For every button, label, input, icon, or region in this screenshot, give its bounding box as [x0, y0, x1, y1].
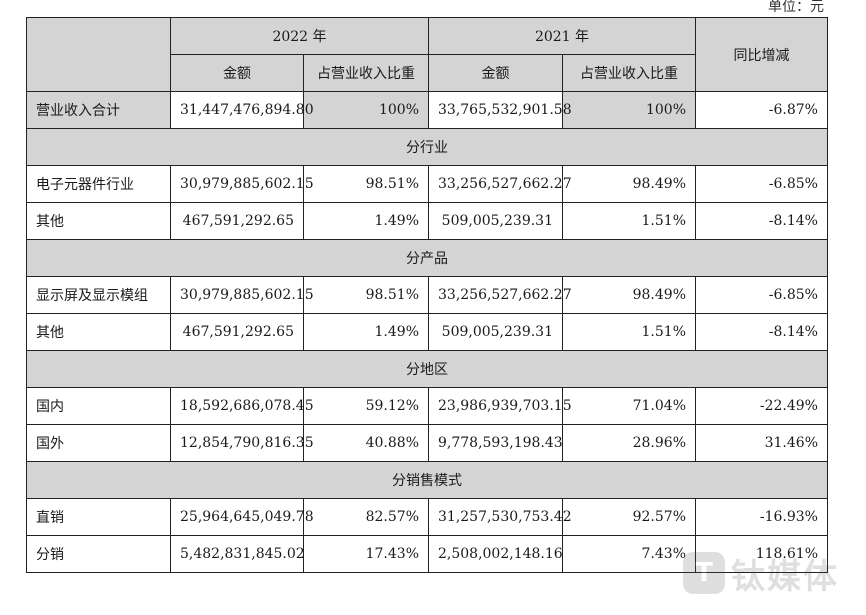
table-row: 直销 25,964,645,049.78 82.57% 31,257,530,7… [26, 498, 828, 536]
yoy: -22.49% [695, 387, 828, 425]
share-2021: 1.51% [562, 313, 696, 351]
share-2022: 98.51% [303, 165, 429, 203]
amount-2022: 18,592,686,078.45 [170, 387, 314, 425]
yoy: -8.14% [695, 202, 828, 240]
tmtpost-logo-icon: T [683, 552, 725, 594]
amount-2022: 31,447,476,894.80 [170, 91, 314, 129]
row-label: 分销 [26, 535, 171, 573]
share-2021: 92.57% [562, 498, 696, 536]
amount-2021: 31,257,530,753.42 [428, 498, 572, 536]
total-row: 营业收入合计 31,447,476,894.80 100% 33,765,532… [26, 91, 828, 129]
row-label: 直销 [26, 498, 171, 536]
amount-2021: 2,508,002,148.16 [428, 535, 563, 573]
header-blank [26, 17, 171, 92]
section-title: 分地区 [26, 350, 828, 388]
table-row: 其他 467,591,292.65 1.49% 509,005,239.31 1… [26, 202, 828, 240]
share-2022: 82.57% [303, 498, 429, 536]
amount-2021: 23,986,939,703.15 [428, 387, 572, 425]
header-amount-2021: 金额 [428, 54, 563, 92]
table-row: 显示屏及显示模组 30,979,885,602.15 98.51% 33,256… [26, 276, 828, 314]
amount-2021: 509,005,239.31 [428, 313, 563, 351]
share-2022: 17.43% [303, 535, 429, 573]
amount-2021: 9,778,593,198.43 [428, 424, 563, 462]
amount-2022: 5,482,831,845.02 [170, 535, 305, 573]
amount-2022: 30,979,885,602.15 [170, 276, 314, 314]
share-2021: 1.51% [562, 202, 696, 240]
yoy: 31.46% [695, 424, 828, 462]
amount-2021: 33,256,527,662.27 [428, 165, 572, 203]
share-2022: 40.88% [303, 424, 429, 462]
header-2022: 2022 年 [170, 17, 429, 55]
header-amount-2022: 金额 [170, 54, 304, 92]
share-2022: 98.51% [303, 276, 429, 314]
header-2021: 2021 年 [428, 17, 696, 55]
revenue-table: 2022 年 2021 年 同比增减 金额 占营业收入比重 金额 占营业收入比重… [26, 17, 828, 573]
yoy: -16.93% [695, 498, 828, 536]
header-yoy: 同比增减 [695, 17, 828, 92]
share-2021: 98.49% [562, 165, 696, 203]
table-row: 国外 12,854,790,816.35 40.88% 9,778,593,19… [26, 424, 828, 462]
yoy: -6.85% [695, 165, 828, 203]
row-label: 国内 [26, 387, 171, 425]
section-header: 分地区 [26, 350, 828, 388]
table-row: 电子元器件行业 30,979,885,602.15 98.51% 33,256,… [26, 165, 828, 203]
section-title: 分销售模式 [26, 461, 828, 499]
header-share-2021: 占营业收入比重 [562, 54, 696, 92]
watermark-text: 钛媒体 [731, 556, 839, 597]
yoy: -6.87% [695, 91, 828, 129]
table-row: 其他 467,591,292.65 1.49% 509,005,239.31 1… [26, 313, 828, 351]
watermark: T 钛媒体 [683, 551, 859, 597]
amount-2022: 467,591,292.65 [170, 313, 304, 351]
row-label: 其他 [26, 313, 171, 351]
amount-2021: 509,005,239.31 [428, 202, 563, 240]
row-label: 营业收入合计 [26, 91, 171, 129]
amount-2022: 467,591,292.65 [170, 202, 304, 240]
header-row-cols: 金额 占营业收入比重 金额 占营业收入比重 [27, 54, 828, 92]
share-2022: 1.49% [303, 313, 429, 351]
section-title: 分行业 [26, 128, 828, 166]
share-2022: 1.49% [303, 202, 429, 240]
amount-2022: 30,979,885,602.15 [170, 165, 314, 203]
amount-2021: 33,765,532,901.58 [428, 91, 572, 129]
share-2021: 98.49% [562, 276, 696, 314]
share-2021: 7.43% [562, 535, 696, 573]
share-2021: 71.04% [562, 387, 696, 425]
header-row-years: 2022 年 2021 年 同比增减 [26, 17, 828, 92]
section-header: 分产品 [26, 239, 828, 277]
header-share-2022: 占营业收入比重 [303, 54, 429, 92]
row-label: 电子元器件行业 [26, 165, 171, 203]
share-2021: 28.96% [562, 424, 696, 462]
table-row: 分销 5,482,831,845.02 17.43% 2,508,002,148… [26, 535, 828, 573]
row-label: 其他 [26, 202, 171, 240]
share-2021: 100% [562, 91, 696, 129]
section-header: 分行业 [26, 128, 828, 166]
amount-2022: 25,964,645,049.78 [170, 498, 314, 536]
yoy: -8.14% [695, 313, 828, 351]
yoy: -6.85% [695, 276, 828, 314]
share-2022: 100% [303, 91, 429, 129]
row-label: 国外 [26, 424, 171, 462]
share-2022: 59.12% [303, 387, 429, 425]
row-label: 显示屏及显示模组 [26, 276, 171, 314]
amount-2022: 12,854,790,816.35 [170, 424, 314, 462]
section-header: 分销售模式 [26, 461, 828, 499]
unit-label: 单位：元 [768, 0, 824, 15]
table-row: 国内 18,592,686,078.45 59.12% 23,986,939,7… [26, 387, 828, 425]
section-title: 分产品 [26, 239, 828, 277]
yoy: 118.61% [695, 535, 828, 573]
amount-2021: 33,256,527,662.27 [428, 276, 572, 314]
